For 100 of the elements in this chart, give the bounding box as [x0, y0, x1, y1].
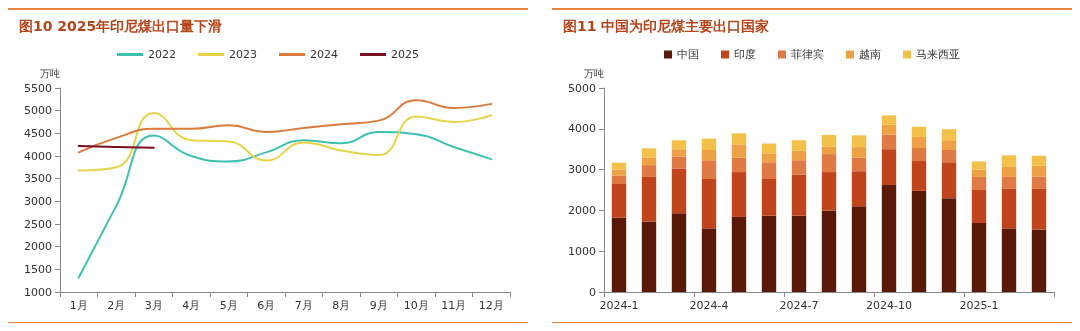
bar — [851, 171, 867, 207]
bar — [791, 140, 807, 151]
bar — [611, 162, 627, 170]
x-tick-label: 2025-1 — [959, 299, 999, 312]
y-tick-label: 1500 — [24, 262, 52, 276]
line-series — [77, 111, 493, 172]
bar — [791, 215, 807, 292]
bar — [641, 165, 657, 177]
x-tick-label: 3月 — [144, 299, 163, 312]
legend-label: 2023 — [229, 48, 258, 61]
y-tick-label: 2000 — [568, 203, 596, 217]
bar — [1031, 229, 1047, 292]
bar — [1031, 176, 1047, 189]
legend-label: 马来西亚 — [916, 48, 960, 61]
bar — [641, 148, 657, 158]
x-tick-label: 2月 — [107, 299, 126, 312]
bar — [671, 149, 687, 157]
bar — [881, 149, 897, 186]
bar — [851, 206, 867, 292]
bar — [941, 162, 957, 199]
bar — [1001, 188, 1017, 229]
bar — [1001, 176, 1017, 189]
bar — [671, 140, 687, 150]
bar — [761, 153, 777, 163]
y-tick-label: 1000 — [24, 285, 52, 299]
line-series — [77, 130, 493, 279]
bar — [611, 217, 627, 292]
x-tick-label: 8月 — [332, 299, 351, 312]
bar — [791, 174, 807, 216]
bar — [611, 169, 627, 176]
x-tick-label: 6月 — [257, 299, 276, 312]
x-tick-label: 11月 — [441, 299, 467, 312]
x-tick-label: 5月 — [219, 299, 238, 312]
bar — [881, 185, 897, 292]
x-tick-label: 1月 — [69, 299, 88, 312]
bar — [1001, 155, 1017, 167]
bar — [611, 175, 627, 184]
bar — [971, 223, 987, 292]
bar — [941, 198, 957, 292]
bar — [731, 133, 747, 145]
bar — [1031, 188, 1047, 230]
y-tick-label: 0 — [589, 285, 596, 299]
bar — [731, 216, 747, 292]
bar — [641, 157, 657, 166]
bar — [791, 150, 807, 161]
bar — [731, 172, 747, 217]
bar — [821, 172, 837, 211]
x-tick-label: 9月 — [369, 299, 388, 312]
bar — [911, 126, 927, 137]
legend-label: 菲律宾 — [791, 48, 824, 61]
chart-title: 图10 2025年印尼煤出口量下滑 — [19, 18, 223, 34]
bar — [911, 161, 927, 191]
y-tick-label: 2500 — [24, 217, 52, 231]
bar — [641, 221, 657, 292]
legend-label: 2025 — [390, 48, 419, 61]
bar — [911, 190, 927, 292]
legend-label: 2022 — [148, 48, 177, 61]
y-tick-label: 4000 — [568, 122, 596, 136]
legend-label: 印度 — [734, 48, 756, 61]
bar — [941, 150, 957, 163]
bar — [821, 210, 837, 292]
bar — [761, 178, 777, 216]
bar — [881, 115, 897, 125]
bar — [881, 134, 897, 150]
y-axis-title: 万吨 — [40, 67, 60, 79]
y-tick-label: 3500 — [24, 172, 52, 186]
bar — [971, 176, 987, 190]
bar — [671, 156, 687, 169]
bar — [761, 162, 777, 179]
y-tick-label: 3000 — [568, 163, 596, 177]
bar — [821, 134, 837, 147]
bar — [1001, 166, 1017, 177]
x-tick-label: 7月 — [294, 299, 313, 312]
x-tick-label: 2024-7 — [779, 299, 819, 312]
bar — [641, 176, 657, 222]
bar — [851, 135, 867, 148]
y-tick-label: 2000 — [24, 240, 52, 254]
bar — [1001, 228, 1017, 292]
line-series — [77, 99, 493, 154]
y-tick-label: 3000 — [24, 194, 52, 208]
bar — [941, 129, 957, 141]
y-tick-label: 5000 — [24, 104, 52, 118]
bar — [851, 157, 867, 172]
legend-label: 2024 — [310, 48, 338, 61]
bar — [701, 138, 717, 151]
y-tick-label: 1000 — [568, 244, 596, 258]
x-tick-label: 12月 — [478, 299, 504, 312]
bar — [1031, 165, 1047, 177]
x-tick-label: 4月 — [182, 299, 201, 312]
bar — [821, 154, 837, 173]
bar — [701, 150, 717, 161]
y-tick-label: 4000 — [24, 149, 52, 163]
bar — [761, 143, 777, 154]
bar — [911, 136, 927, 148]
bar — [821, 146, 837, 155]
y-axis-title: 万吨 — [584, 67, 604, 79]
y-tick-label: 4500 — [24, 126, 52, 140]
chart-title: 图11 中国为印尼煤主要出口国家 — [563, 18, 770, 34]
bar — [761, 215, 777, 292]
bar — [671, 168, 687, 214]
